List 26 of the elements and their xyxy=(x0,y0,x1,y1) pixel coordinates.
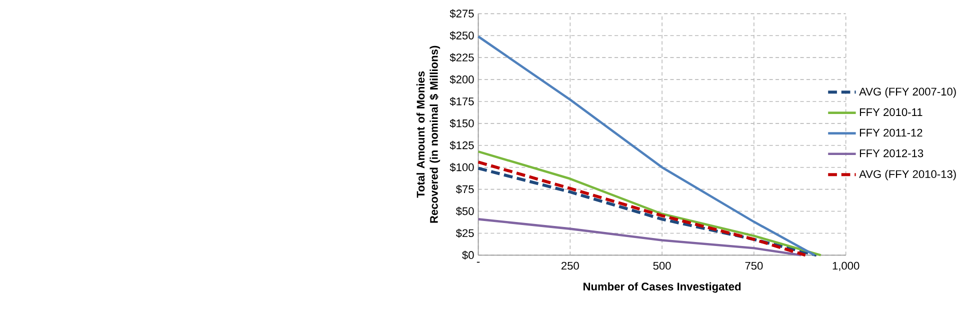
y-tick-label: $0 xyxy=(462,250,474,260)
y-tick-label: $100 xyxy=(450,162,474,172)
x-tick-label: 750 xyxy=(745,262,763,270)
x-axis-title: Number of Cases Investigated xyxy=(584,282,741,293)
legend-label: FFY 2012-13 xyxy=(860,149,924,158)
x-tick-label: 250 xyxy=(561,262,579,270)
y-tick-label: $175 xyxy=(450,96,474,106)
x-tick-label: 1,000 xyxy=(832,262,860,271)
y-tick-label: $50 xyxy=(456,206,474,216)
x-tick-label: - xyxy=(476,262,480,263)
y-tick-label: $125 xyxy=(450,140,474,150)
y-tick-label: $25 xyxy=(456,228,474,238)
x-tick-label: 500 xyxy=(653,262,671,270)
y-tick-label: $150 xyxy=(450,118,474,128)
legend-label: FFY 2010-11 xyxy=(860,108,922,116)
y-tick-label: $225 xyxy=(450,53,474,62)
legend-label: FFY 2011-12 xyxy=(860,128,922,137)
line-series xyxy=(477,35,816,256)
y-tick-label: $200 xyxy=(450,74,474,84)
line-series xyxy=(477,218,802,256)
y-axis-title: Total Amount of Monies Recovered (in nominal $ Millions) xyxy=(416,46,440,223)
legend-label: AVG (FFY 2007-10) xyxy=(859,87,956,98)
y-tick-label: $75 xyxy=(456,184,474,194)
y-tick-label: $250 xyxy=(450,31,474,40)
legend-label: AVG (FFY 2010-13) xyxy=(859,170,956,180)
y-tick-label: $275 xyxy=(450,9,474,18)
